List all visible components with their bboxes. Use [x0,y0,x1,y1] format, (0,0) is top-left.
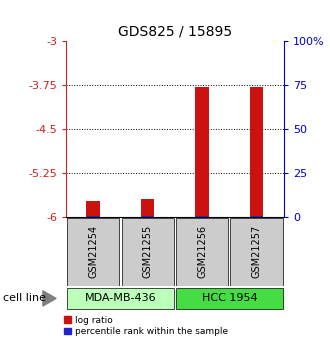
Bar [176,218,228,286]
Bar [195,87,209,217]
Bar [67,218,119,286]
Bar [86,216,100,219]
Text: GSM21254: GSM21254 [88,225,98,278]
Text: GSM21256: GSM21256 [197,225,207,278]
Bar [141,199,154,217]
Text: GSM21257: GSM21257 [251,225,262,278]
Bar [230,218,283,286]
Legend: log ratio, percentile rank within the sample: log ratio, percentile rank within the sa… [64,316,228,336]
Text: HCC 1954: HCC 1954 [202,293,257,303]
Bar [250,87,263,217]
Text: MDA-MB-436: MDA-MB-436 [84,293,156,303]
Text: GSM21255: GSM21255 [143,225,153,278]
Bar [67,287,174,309]
Bar [121,218,174,286]
Bar [195,216,209,219]
Bar [176,287,283,309]
Bar [86,201,100,217]
Bar [141,216,154,219]
Text: cell line: cell line [3,294,46,303]
Title: GDS825 / 15895: GDS825 / 15895 [118,25,232,39]
Bar [250,216,263,219]
